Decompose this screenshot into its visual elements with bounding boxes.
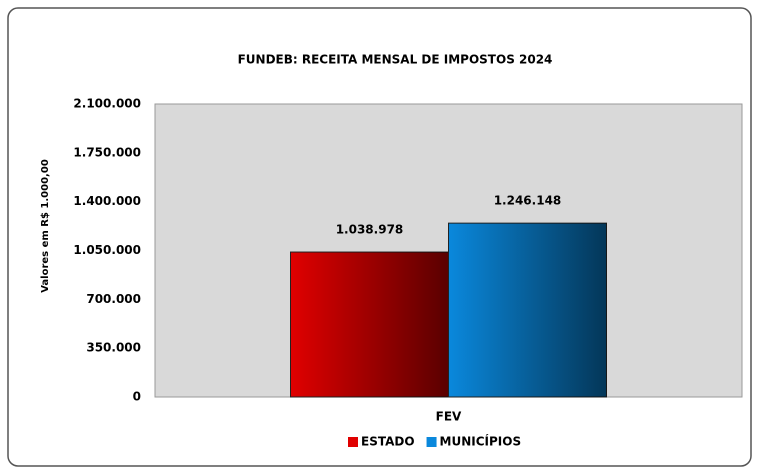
chart-title: FUNDEB: RECEITA MENSAL DE IMPOSTOS 2024 xyxy=(238,53,553,67)
y-tick-label: 1.750.000 xyxy=(73,145,141,159)
legend-label: MUNICÍPIOS xyxy=(440,434,522,449)
data-label: 1.246.148 xyxy=(494,194,562,208)
bar xyxy=(290,251,449,398)
y-tick-label: 1.400.000 xyxy=(73,194,141,208)
y-tick-label: 2.100.000 xyxy=(73,97,141,111)
bar xyxy=(448,222,607,398)
y-tick-label: 1.050.000 xyxy=(73,243,141,257)
y-tick-label: 700.000 xyxy=(86,292,141,306)
data-label: 1.038.978 xyxy=(336,223,404,237)
legend-swatch xyxy=(426,437,437,447)
y-tick-label: 0 xyxy=(133,390,141,404)
y-axis-label: Valores em R$ 1.000,00 xyxy=(40,159,51,293)
legend-label: ESTADO xyxy=(361,435,415,449)
legend-swatch xyxy=(348,437,358,447)
x-tick-label: FEV xyxy=(436,410,462,424)
y-tick-label: 350.000 xyxy=(86,341,141,355)
